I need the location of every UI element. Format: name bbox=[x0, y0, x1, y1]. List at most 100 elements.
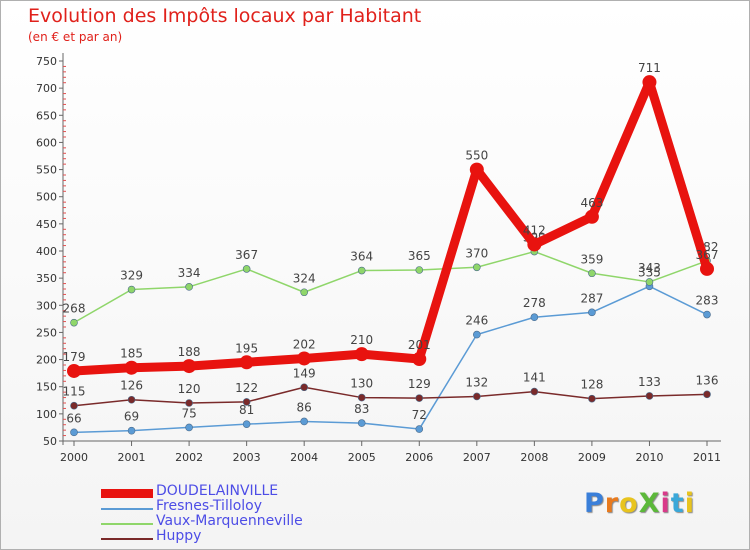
data-label: 120 bbox=[178, 382, 201, 396]
data-label: 130 bbox=[350, 377, 373, 391]
legend-swatch bbox=[101, 538, 153, 540]
y-tick-label: 550 bbox=[36, 164, 57, 177]
data-point bbox=[185, 399, 193, 407]
x-tick-label: 2001 bbox=[118, 451, 146, 464]
data-label: 412 bbox=[523, 223, 546, 237]
data-point bbox=[530, 387, 539, 396]
data-label: 278 bbox=[523, 296, 546, 310]
series-line bbox=[73, 285, 708, 434]
x-tick-label: 2006 bbox=[405, 451, 433, 464]
data-label: 128 bbox=[580, 378, 603, 392]
data-point bbox=[527, 237, 542, 252]
data-point bbox=[124, 360, 139, 375]
data-point bbox=[67, 363, 81, 378]
data-point bbox=[473, 263, 481, 272]
data-point bbox=[357, 266, 366, 275]
data-point bbox=[127, 426, 136, 435]
data-point bbox=[642, 75, 657, 90]
data-point bbox=[412, 352, 427, 367]
series-line bbox=[69, 77, 712, 376]
data-label: 136 bbox=[696, 373, 719, 387]
data-point bbox=[588, 394, 596, 403]
data-point bbox=[588, 269, 596, 278]
data-point bbox=[242, 398, 251, 406]
data-label: 188 bbox=[178, 345, 201, 359]
data-point bbox=[182, 359, 197, 374]
data-label: 129 bbox=[408, 377, 431, 391]
data-point bbox=[70, 401, 78, 410]
data-point bbox=[415, 425, 424, 433]
data-point bbox=[584, 209, 599, 224]
y-tick-label: 150 bbox=[36, 381, 57, 394]
x-tick-label: 2003 bbox=[233, 451, 261, 464]
data-label: 365 bbox=[408, 249, 431, 263]
data-label: 81 bbox=[239, 403, 254, 417]
legend-swatch bbox=[101, 508, 153, 510]
data-point bbox=[473, 330, 481, 339]
data-label: 66 bbox=[66, 411, 81, 425]
x-tick-label: 2007 bbox=[463, 451, 491, 464]
data-point bbox=[300, 288, 308, 297]
series-fresnes-tilloloy: 66 69 75 81 86 83 72 246 278 287 335 283 bbox=[66, 265, 719, 437]
data-point bbox=[127, 285, 136, 294]
data-label: 359 bbox=[580, 252, 603, 266]
x-tick-label: 2000 bbox=[60, 451, 88, 464]
data-label: 115 bbox=[63, 385, 86, 399]
data-point bbox=[127, 395, 136, 404]
data-point bbox=[185, 283, 193, 291]
data-point bbox=[645, 278, 654, 286]
y-tick-label: 650 bbox=[36, 109, 57, 122]
data-point bbox=[415, 266, 424, 274]
data-point bbox=[242, 265, 251, 273]
series-doudelainville: 179 185 188 195 202 210 201 550 412 463 711 367 bbox=[63, 61, 718, 378]
data-point bbox=[357, 419, 366, 427]
x-tick-label: 2002 bbox=[175, 451, 203, 464]
data-point bbox=[645, 392, 654, 400]
y-tick-label: 400 bbox=[36, 245, 57, 258]
data-label: 72 bbox=[412, 408, 427, 422]
y-tick-label: 300 bbox=[36, 299, 57, 312]
legend-label: Vaux-Marquenneville bbox=[156, 513, 303, 529]
y-tick-label: 750 bbox=[36, 55, 57, 68]
data-point bbox=[354, 347, 369, 362]
data-point bbox=[70, 318, 78, 327]
data-point bbox=[415, 394, 424, 402]
data-label: 268 bbox=[63, 302, 86, 316]
data-point bbox=[703, 310, 711, 319]
legend-label: Fresnes-Tilloloy bbox=[156, 498, 263, 514]
data-label: 367 bbox=[235, 248, 258, 262]
data-point bbox=[297, 351, 312, 366]
data-label: 283 bbox=[696, 294, 719, 308]
data-label: 329 bbox=[120, 269, 143, 283]
data-label: 69 bbox=[124, 410, 139, 424]
data-label: 364 bbox=[350, 250, 373, 264]
data-point bbox=[242, 420, 251, 428]
data-label: 711 bbox=[638, 61, 661, 75]
y-tick-label: 250 bbox=[36, 326, 57, 339]
data-label: 550 bbox=[465, 149, 488, 163]
chart-subtitle: (en € et par an) bbox=[28, 30, 123, 44]
data-label: 201 bbox=[408, 338, 431, 352]
data-point bbox=[185, 423, 193, 432]
legend-swatch bbox=[101, 489, 153, 498]
data-label: 126 bbox=[120, 379, 143, 393]
data-label: 334 bbox=[178, 266, 201, 280]
data-label: 122 bbox=[235, 381, 258, 395]
data-label: 287 bbox=[580, 291, 603, 305]
data-point bbox=[588, 308, 596, 317]
data-point bbox=[469, 162, 484, 177]
y-tick-label: 500 bbox=[36, 191, 57, 204]
data-label: 141 bbox=[523, 371, 546, 385]
data-label: 86 bbox=[297, 400, 312, 414]
series-huppy: 115 126 120 122 149 130 129 132 141 128 133 136 bbox=[63, 366, 719, 410]
x-tick-label: 2011 bbox=[693, 451, 721, 464]
x-tick-label: 2009 bbox=[578, 451, 606, 464]
data-point bbox=[700, 261, 714, 276]
series-vaux-marquenneville: 268329334367324364365370399359343382 bbox=[63, 231, 718, 327]
x-tick-label: 2005 bbox=[348, 451, 376, 464]
data-label: 370 bbox=[465, 246, 488, 260]
series-line bbox=[73, 250, 708, 324]
data-label: 132 bbox=[465, 375, 488, 389]
